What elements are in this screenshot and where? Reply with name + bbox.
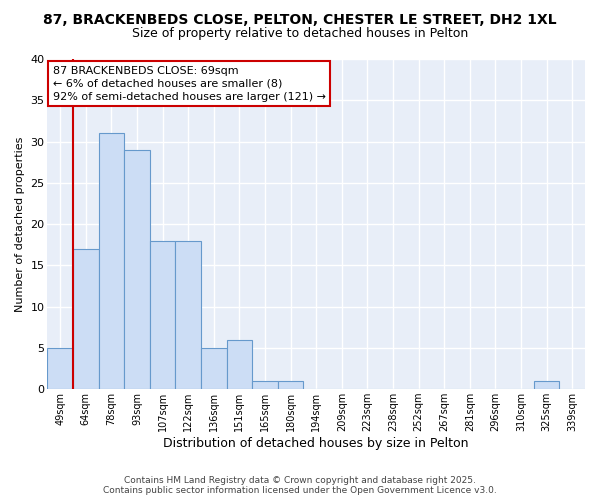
Bar [278,381,304,389]
Bar [227,340,252,389]
Bar [150,240,175,389]
Bar [124,150,150,389]
Bar [98,134,124,389]
X-axis label: Distribution of detached houses by size in Pelton: Distribution of detached houses by size … [163,437,469,450]
Text: 87 BRACKENBEDS CLOSE: 69sqm
← 6% of detached houses are smaller (8)
92% of semi-: 87 BRACKENBEDS CLOSE: 69sqm ← 6% of deta… [53,66,326,102]
Bar [47,348,73,389]
Text: 87, BRACKENBEDS CLOSE, PELTON, CHESTER LE STREET, DH2 1XL: 87, BRACKENBEDS CLOSE, PELTON, CHESTER L… [43,12,557,26]
Bar [252,381,278,389]
Y-axis label: Number of detached properties: Number of detached properties [15,136,25,312]
Bar [73,249,98,389]
Text: Contains HM Land Registry data © Crown copyright and database right 2025.
Contai: Contains HM Land Registry data © Crown c… [103,476,497,495]
Bar [175,240,201,389]
Bar [534,381,559,389]
Text: Size of property relative to detached houses in Pelton: Size of property relative to detached ho… [132,28,468,40]
Bar [201,348,227,389]
